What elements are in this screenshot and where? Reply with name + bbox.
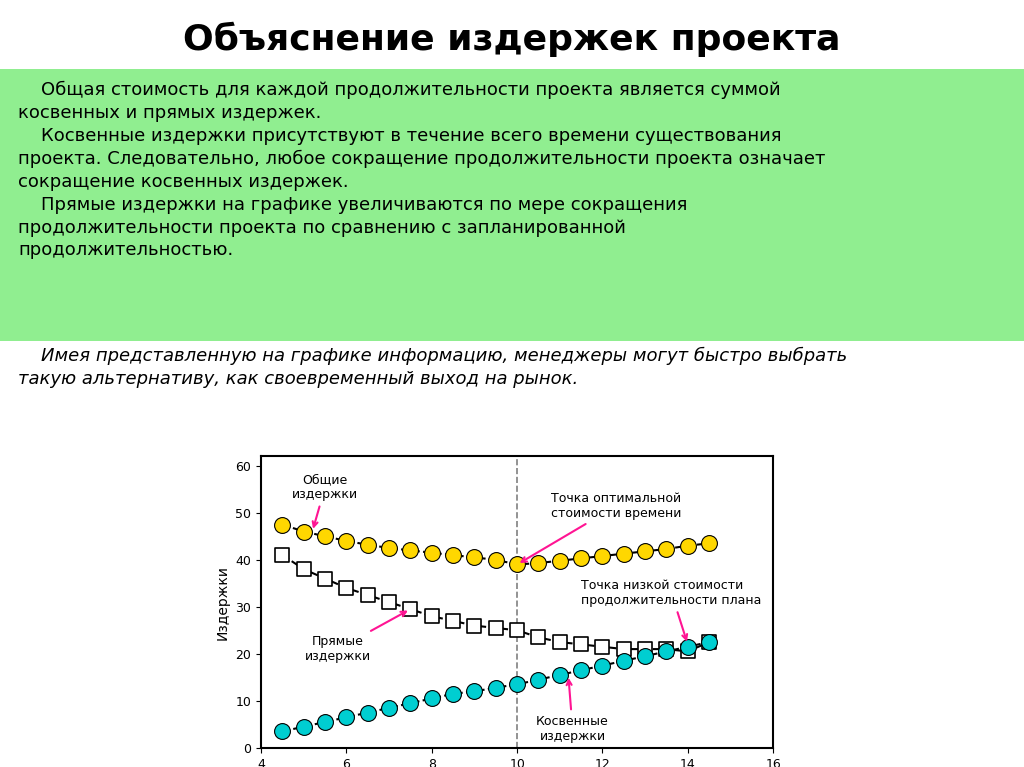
Point: [381, 702, 397, 714]
Point: [317, 530, 334, 542]
Point: [680, 539, 696, 551]
Point: [700, 537, 717, 549]
Point: [274, 518, 291, 531]
Point: [359, 538, 376, 551]
Point: [573, 552, 590, 565]
Point: [296, 525, 312, 538]
Point: [402, 545, 419, 557]
Point: [680, 645, 696, 657]
Text: Прямые
издержки: Прямые издержки: [305, 611, 406, 663]
Point: [509, 678, 525, 690]
Point: [552, 555, 568, 567]
Point: [552, 636, 568, 648]
Point: [359, 589, 376, 601]
Point: [530, 631, 547, 644]
Y-axis label: Издержки: Издержки: [216, 565, 229, 640]
Point: [402, 697, 419, 709]
Text: Имея представленную на графике информацию, менеджеры могут быстро выбрать
такую : Имея представленную на графике информаци…: [18, 347, 848, 388]
Point: [658, 643, 675, 655]
Point: [296, 720, 312, 732]
Point: [402, 603, 419, 615]
Point: [274, 549, 291, 561]
Point: [509, 558, 525, 571]
Point: [359, 706, 376, 719]
Point: [338, 582, 354, 594]
Point: [658, 543, 675, 555]
Point: [487, 622, 504, 634]
Point: [594, 640, 610, 653]
Point: [594, 660, 610, 672]
Point: [381, 596, 397, 608]
Point: [637, 643, 653, 655]
Point: [444, 615, 461, 627]
Point: [424, 547, 440, 559]
Point: [317, 572, 334, 584]
Point: [444, 688, 461, 700]
Point: [338, 711, 354, 723]
Point: [487, 682, 504, 694]
Point: [509, 624, 525, 637]
Text: Объяснение издержек проекта: Объяснение издержек проекта: [183, 21, 841, 57]
Point: [615, 655, 632, 667]
Point: [466, 685, 482, 697]
Point: [700, 636, 717, 648]
Point: [381, 542, 397, 555]
Point: [615, 643, 632, 655]
Point: [424, 610, 440, 622]
Point: [274, 726, 291, 738]
Point: [444, 549, 461, 561]
Point: [424, 693, 440, 705]
Text: Общая стоимость для каждой продолжительности проекта является суммой
косвенных и: Общая стоимость для каждой продолжительн…: [18, 81, 825, 259]
Point: [552, 669, 568, 681]
Point: [680, 640, 696, 653]
Point: [594, 550, 610, 562]
Point: [573, 638, 590, 650]
Text: Косвенные
издержки: Косвенные издержки: [537, 680, 609, 743]
Text: Общие
издержки: Общие издержки: [292, 473, 358, 527]
Point: [466, 551, 482, 564]
Point: [637, 650, 653, 662]
Text: Точка низкой стоимости
продолжительности плана: Точка низкой стоимости продолжительности…: [582, 579, 762, 640]
Text: Точка оптимальной
стоимости времени: Точка оптимальной стоимости времени: [521, 492, 682, 562]
Point: [296, 563, 312, 575]
Point: [700, 636, 717, 648]
Point: [530, 557, 547, 569]
Point: [317, 716, 334, 728]
Point: [338, 535, 354, 547]
Point: [573, 664, 590, 676]
Point: [658, 645, 675, 657]
Point: [487, 554, 504, 566]
Point: [466, 620, 482, 632]
Point: [615, 548, 632, 560]
Point: [530, 673, 547, 686]
Point: [637, 545, 653, 558]
